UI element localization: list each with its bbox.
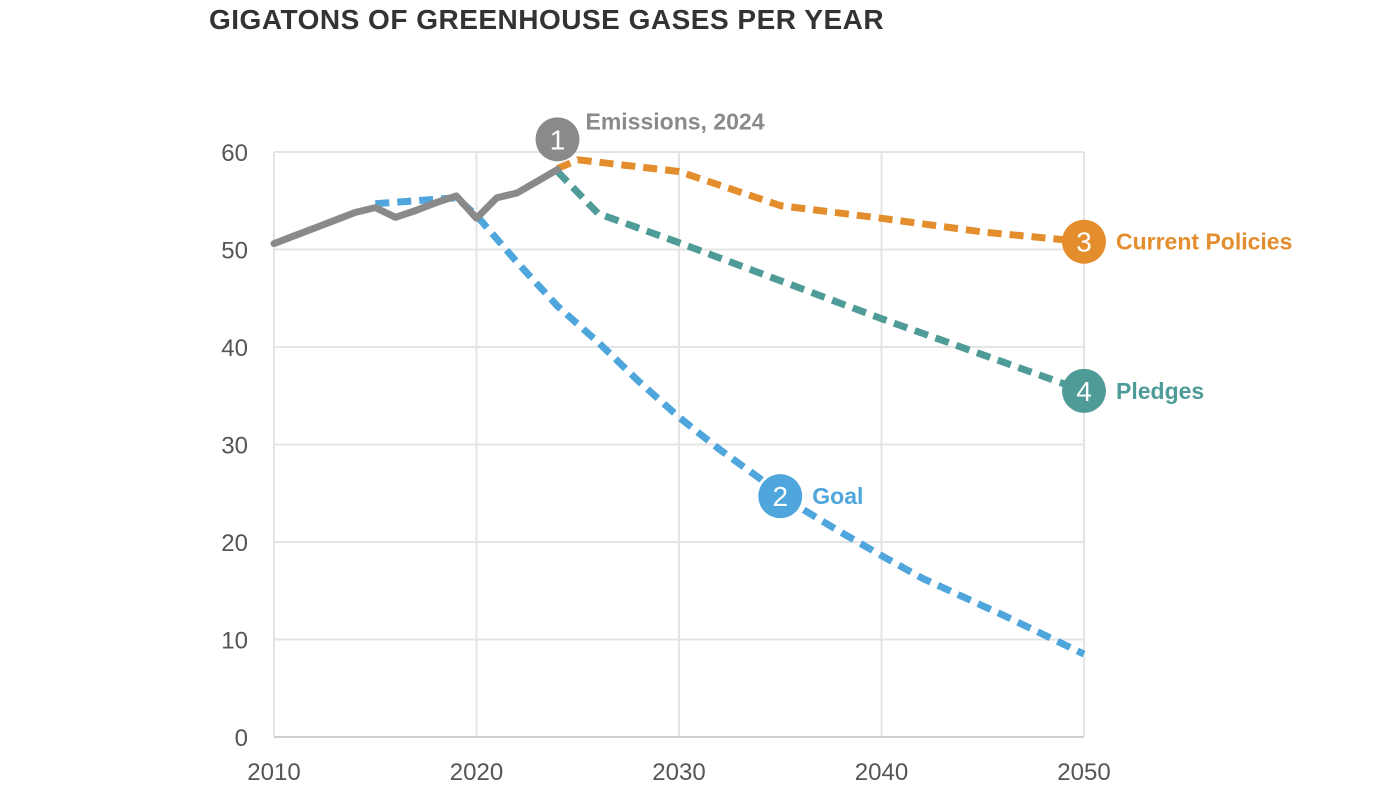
x-tick-label: 2040 (855, 759, 908, 786)
badge-2 (758, 474, 803, 519)
chart-title: GIGATONS OF GREENHOUSE GASES PER YEAR (209, 4, 885, 35)
y-tick-label: 10 (221, 628, 248, 655)
badge-1 (535, 117, 580, 162)
series-line-pledges (554, 169, 1086, 395)
y-tick-label: 50 (221, 238, 248, 265)
x-tick-label: 2030 (652, 759, 705, 786)
badge-number: 1 (550, 124, 566, 155)
series-line-goal (375, 194, 1086, 658)
y-tick-label: 0 (235, 725, 248, 752)
annotation-label: Current Policies (1116, 229, 1292, 255)
badge-number: 4 (1076, 376, 1092, 407)
annotation-label: Goal (812, 483, 863, 509)
y-tick-label: 40 (221, 335, 248, 362)
badge-number: 3 (1076, 227, 1092, 258)
x-tick-label: 2050 (1057, 759, 1110, 786)
x-tick-label: 2010 (247, 759, 300, 786)
series-line-current-policies (556, 156, 1085, 246)
annotations: 1 Emissions, 2024 2 Goal 3 Current Policies 4 P… (535, 108, 1292, 519)
annotation-label: Pledges (1116, 378, 1204, 404)
grid (273, 151, 1085, 738)
badge-3 (1062, 219, 1106, 264)
badge-number: 2 (772, 481, 788, 512)
badge-4 (1062, 368, 1106, 413)
x-tick-label: 2020 (450, 759, 503, 786)
y-tick-label: 20 (221, 530, 248, 557)
series-line-emissions-2024 (270, 166, 561, 248)
annotation-label: Emissions, 2024 (586, 108, 765, 134)
y-tick-label: 60 (221, 140, 248, 167)
y-tick-label: 30 (221, 433, 248, 460)
series-lines (270, 156, 1086, 658)
